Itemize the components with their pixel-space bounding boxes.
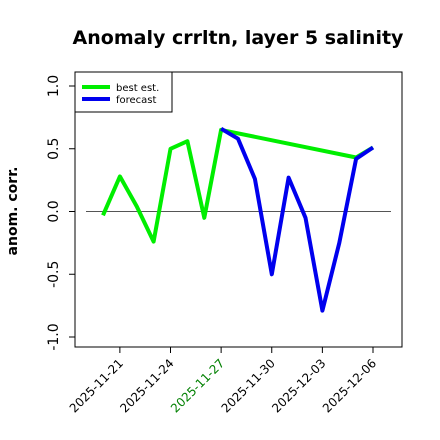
- series-line-forecast: [220, 126, 375, 313]
- chart-title: Anomaly crrltn, layer 5 salinity: [73, 27, 404, 49]
- series-line-best-est: [101, 127, 375, 244]
- legend-label-best-est: best est.: [116, 83, 159, 94]
- x-tick-label: 2025-12-06: [320, 356, 379, 415]
- plot-frame: [74, 71, 403, 348]
- y-tick-label: -0.5: [46, 261, 62, 288]
- y-tick-label: 0.5: [46, 138, 62, 160]
- y-axis-label: anom. corr.: [5, 167, 21, 256]
- y-tick-label: 0.0: [46, 200, 62, 222]
- legend-label-forecast: forecast: [116, 95, 157, 106]
- legend: best est. forecast: [74, 71, 173, 113]
- y-tick-label: -1.0: [46, 323, 62, 350]
- y-tick-label: 1.0: [46, 75, 62, 97]
- legend-box: [74, 71, 173, 113]
